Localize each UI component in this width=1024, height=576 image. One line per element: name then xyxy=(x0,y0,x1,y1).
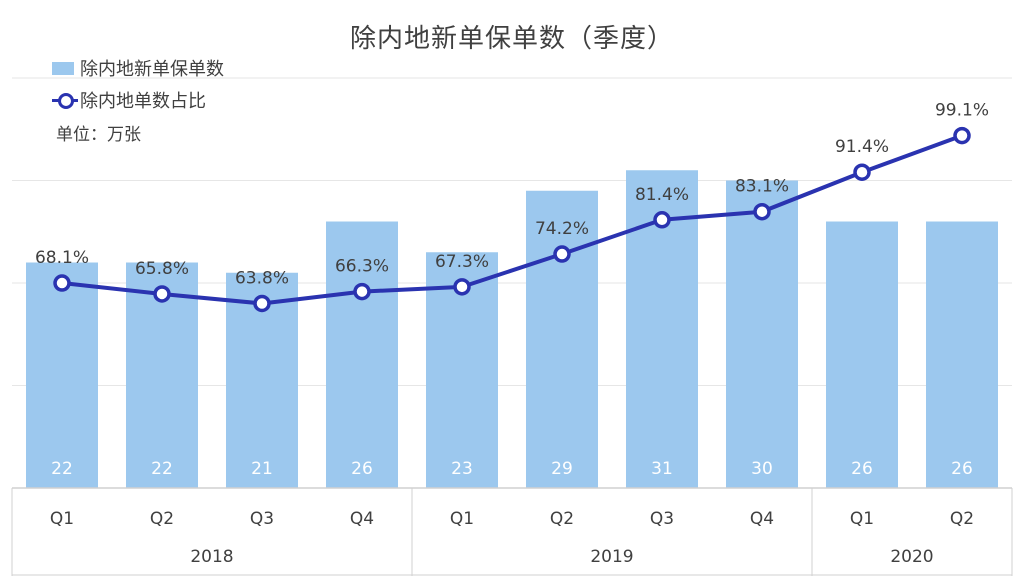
line-series xyxy=(61,133,963,306)
bar-8 xyxy=(726,180,798,488)
x-tick-label: Q1 xyxy=(850,509,874,529)
legend-item-bars: 除内地新单保单数 xyxy=(52,52,224,84)
line-point-1 xyxy=(53,274,71,292)
bar-9 xyxy=(826,221,898,488)
legend-item-line: 除内地单数占比 xyxy=(52,84,224,116)
bar-value-label: 22 xyxy=(151,459,173,479)
x-tick-label: Q3 xyxy=(250,509,274,529)
x-tick-label: Q3 xyxy=(650,509,674,529)
line-value-label: 68.1% xyxy=(35,248,89,268)
line-point-9 xyxy=(853,163,871,181)
unit-label: 单位：万张 xyxy=(56,125,141,145)
line-value-label: 63.8% xyxy=(235,268,289,288)
bar-6 xyxy=(526,190,598,488)
x-tick-label: Q4 xyxy=(750,509,774,529)
legend: 除内地新单保单数 除内地单数占比 xyxy=(52,52,224,116)
line-point-2 xyxy=(153,285,171,303)
bar-4 xyxy=(326,221,398,488)
line-point-8 xyxy=(753,202,771,221)
x-group-label: 2019 xyxy=(590,547,633,567)
line-swatch-icon xyxy=(52,92,78,109)
legend-label-line: 除内地单数占比 xyxy=(80,91,206,112)
line-value-label: 67.3% xyxy=(435,252,489,272)
bar-value-label: 21 xyxy=(251,459,273,479)
line-value-label: 65.8% xyxy=(135,259,189,279)
bar-value-label: 22 xyxy=(51,459,73,479)
line-point-5 xyxy=(453,278,471,296)
line-value-label: 91.4% xyxy=(835,137,889,157)
line-point-10 xyxy=(953,126,971,145)
x-tick-label: Q1 xyxy=(450,509,474,529)
bar-value-label: 30 xyxy=(751,459,773,479)
line-value-label: 81.4% xyxy=(635,185,689,205)
chart-title: 除内地新单保单数（季度） xyxy=(349,24,674,54)
line-point-4 xyxy=(353,282,371,301)
line-value-label: 83.1% xyxy=(735,177,789,197)
line-point-7 xyxy=(653,211,671,229)
line-point-6 xyxy=(553,245,571,263)
bar-10 xyxy=(926,221,998,488)
x-tick-label: Q2 xyxy=(950,509,974,529)
line-value-label: 66.3% xyxy=(335,257,389,277)
x-group-label: 2018 xyxy=(190,547,233,567)
bar-swatch-icon xyxy=(52,61,74,75)
legend-label-bars: 除内地新单保单数 xyxy=(80,59,224,80)
x-tick-label: Q4 xyxy=(350,509,374,529)
x-group-label: 2020 xyxy=(890,547,933,567)
line-value-label: 99.1% xyxy=(935,101,989,121)
bar-value-label: 31 xyxy=(651,459,673,479)
x-tick-label: Q2 xyxy=(150,509,174,529)
bar-value-label: 23 xyxy=(451,459,473,479)
line-value-label: 74.2% xyxy=(535,219,589,239)
bar-value-label: 29 xyxy=(551,459,573,479)
x-tick-label: Q2 xyxy=(550,509,574,529)
bar-value-label: 26 xyxy=(351,459,373,479)
bar-value-label: 26 xyxy=(851,459,873,479)
x-tick-label: Q1 xyxy=(50,509,74,529)
bar-1 xyxy=(26,262,98,488)
bar-value-label: 26 xyxy=(951,459,973,479)
line-point-3 xyxy=(253,294,271,313)
